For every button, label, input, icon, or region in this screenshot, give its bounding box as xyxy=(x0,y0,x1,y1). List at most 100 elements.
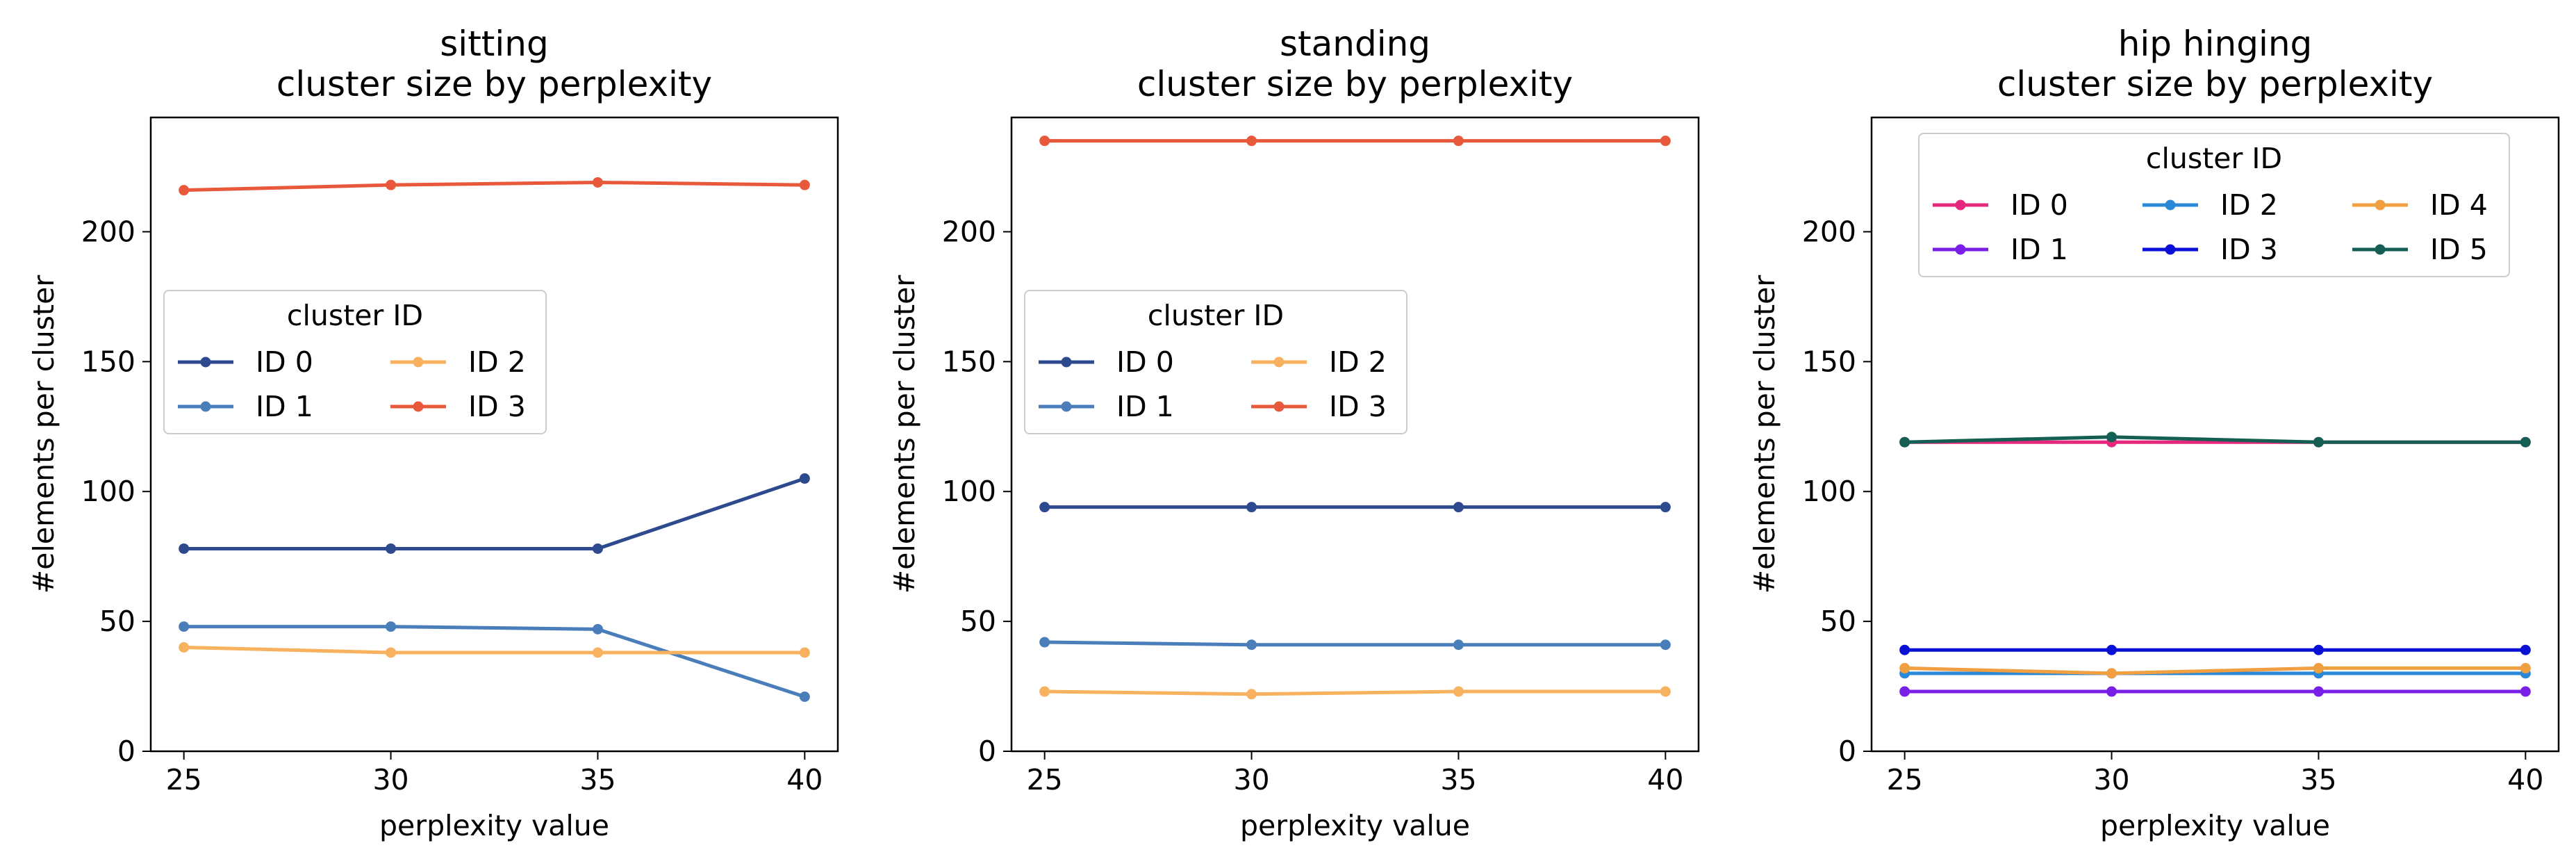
legend-swatch-marker xyxy=(2375,199,2386,211)
data-point xyxy=(2520,662,2531,673)
y-axis-label: #elements per cluster xyxy=(888,275,921,594)
chart-title-line: cluster size by perplexity xyxy=(1137,64,1573,104)
data-point xyxy=(1453,136,1464,147)
chart-title-line: cluster size by perplexity xyxy=(1997,64,2433,104)
legend-swatch-marker xyxy=(1955,244,1966,255)
y-tick-label: 50 xyxy=(960,605,996,638)
y-axis-label: #elements per cluster xyxy=(27,275,60,594)
data-point xyxy=(799,473,810,484)
data-point xyxy=(2313,662,2324,673)
data-point xyxy=(1246,502,1257,513)
data-point xyxy=(2520,644,2531,655)
x-axis-label: perplexity value xyxy=(1240,809,1470,842)
data-point xyxy=(799,647,810,658)
data-point xyxy=(2106,644,2117,655)
data-point xyxy=(2313,686,2324,697)
data-point xyxy=(592,543,603,554)
data-point xyxy=(1660,136,1671,147)
y-tick-label: 200 xyxy=(942,215,996,248)
y-axis-label: #elements per cluster xyxy=(1748,275,1781,594)
data-point xyxy=(1660,639,1671,651)
data-point xyxy=(1453,502,1464,513)
legend-label: ID 1 xyxy=(1116,390,1174,423)
legend-swatch-marker xyxy=(2375,244,2386,255)
data-point xyxy=(1039,136,1050,147)
data-point xyxy=(2313,644,2324,655)
legend-label: ID 0 xyxy=(256,345,313,379)
series-line-id-1 xyxy=(1043,640,1667,647)
data-point xyxy=(179,185,190,196)
data-point xyxy=(1899,436,1910,448)
legend-box xyxy=(1918,133,2510,277)
data-point xyxy=(386,621,397,632)
legend: cluster ID ID 0 ID 1 ID 2 ID 3 ID 4 ID 5 xyxy=(1918,133,2510,277)
data-point xyxy=(1899,662,1910,673)
data-point xyxy=(386,647,397,658)
legend-box xyxy=(163,290,547,434)
y-tick-label: 150 xyxy=(1802,345,1856,378)
legend-swatch-marker xyxy=(413,401,424,412)
legend-swatch-marker xyxy=(200,357,211,368)
x-axis-label: perplexity value xyxy=(379,809,609,842)
x-tick-label: 35 xyxy=(2300,763,2336,796)
series-line-id-1 xyxy=(182,625,807,699)
x-tick-label: 35 xyxy=(1440,763,1476,796)
data-point xyxy=(179,621,190,632)
legend-title: cluster ID xyxy=(1148,299,1284,332)
legend-label: ID 5 xyxy=(2430,233,2488,266)
x-tick-label: 25 xyxy=(1887,763,1923,796)
data-point xyxy=(2106,668,2117,679)
y-tick-label: 0 xyxy=(117,735,135,768)
legend-swatch-marker xyxy=(2165,199,2176,211)
chart-title-line: hip hinging xyxy=(2118,24,2313,64)
legend-label: ID 3 xyxy=(468,390,526,423)
x-tick-label: 30 xyxy=(1233,763,1269,796)
data-point xyxy=(386,179,397,190)
data-point xyxy=(2520,436,2531,448)
legend-swatch-marker xyxy=(1273,357,1285,368)
legend-label: ID 0 xyxy=(1116,345,1174,379)
x-tick-label: 25 xyxy=(166,763,202,796)
legend-swatch-marker xyxy=(1061,357,1072,368)
legend-swatch-marker xyxy=(1273,401,1285,412)
data-point xyxy=(592,623,603,635)
y-tick-label: 50 xyxy=(99,605,135,638)
data-point xyxy=(2520,686,2531,697)
legend-label: ID 2 xyxy=(468,345,526,379)
data-point xyxy=(2313,436,2324,448)
legend-label: ID 4 xyxy=(2430,188,2488,222)
legend-swatch-marker xyxy=(1955,199,1966,211)
data-point xyxy=(1453,639,1464,651)
legend-label: ID 2 xyxy=(1329,345,1387,379)
x-tick-label: 35 xyxy=(579,763,616,796)
legend-title: cluster ID xyxy=(287,299,423,332)
series-line-id-3 xyxy=(182,180,807,193)
data-point xyxy=(2106,432,2117,443)
data-point xyxy=(1660,502,1671,513)
data-point xyxy=(799,692,810,703)
x-tick-label: 30 xyxy=(372,763,408,796)
legend-label: ID 1 xyxy=(2011,233,2068,266)
chart-title-line: cluster size by perplexity xyxy=(276,64,712,104)
x-tick-label: 40 xyxy=(2507,763,2543,796)
data-point xyxy=(1246,639,1257,651)
legend-label: ID 3 xyxy=(1329,390,1387,423)
series-line-id-2 xyxy=(1043,689,1667,696)
legend-swatch-marker xyxy=(200,401,211,412)
data-point xyxy=(1246,136,1257,147)
data-point xyxy=(179,543,190,554)
data-point xyxy=(592,647,603,658)
legend-swatch-marker xyxy=(2165,244,2176,255)
series-line-id-5 xyxy=(1903,435,2527,444)
data-point xyxy=(1899,686,1910,697)
plot-frame xyxy=(149,116,839,753)
legend-swatch-marker xyxy=(413,357,424,368)
data-point xyxy=(1660,686,1671,697)
legend-label: ID 3 xyxy=(2220,233,2278,266)
data-point xyxy=(1039,502,1050,513)
x-tick-label: 40 xyxy=(1647,763,1683,796)
legend-swatch-marker xyxy=(1061,401,1072,412)
legend-label: ID 2 xyxy=(2220,188,2278,222)
series-line-id-0 xyxy=(182,477,807,550)
